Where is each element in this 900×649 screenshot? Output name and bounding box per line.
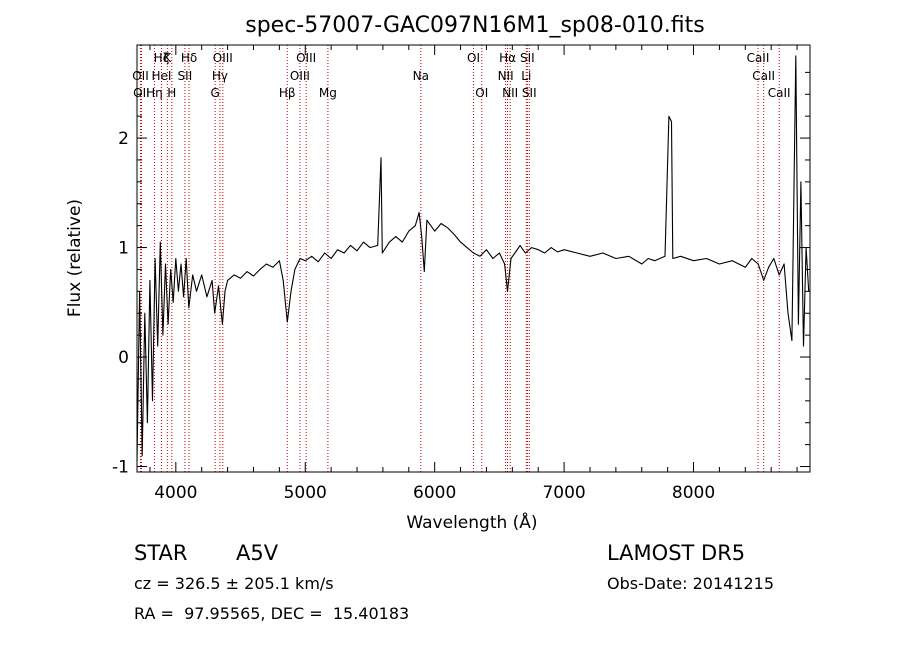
y-tick-label: 1 [118, 239, 129, 259]
spectral-line-label: OII [132, 69, 149, 83]
spectral-line-label: OIII [213, 51, 233, 65]
spectral-line-label: Li [521, 69, 531, 83]
x-tick-label: 7000 [542, 483, 585, 503]
spectral-line-label: Hδ [181, 51, 197, 65]
line-labels: OIIOIIHηHζKHeIHSIIHδGHγOIIIHβOIIIOIIIMgN… [132, 51, 790, 100]
spectral-line-label: OI [467, 51, 480, 65]
spectral-line-label: OIII [290, 69, 310, 83]
x-tick-label: 5000 [284, 483, 327, 503]
x-axis-label: Wavelength (Å) [406, 511, 537, 533]
spectral-line-label: CaII [768, 86, 791, 100]
y-tick-label: 0 [118, 348, 129, 368]
spectral-line-label: Hα [499, 51, 516, 65]
spectrum-line [136, 55, 810, 462]
spectral-line-label: K [163, 51, 172, 65]
plot-frame [136, 44, 811, 473]
spectral-line-label: Hβ [279, 86, 296, 100]
y-tick-label: -1 [112, 458, 129, 478]
spectral-line-label: SII [520, 51, 535, 65]
spectral-line-label: G [211, 86, 220, 100]
spectral-line-label: OII [133, 86, 150, 100]
spectral-line-label: Mg [319, 86, 337, 100]
spectral-line-label: Hζ [154, 51, 170, 65]
spectrum-series [136, 55, 810, 462]
y-tick-label: 2 [118, 129, 129, 149]
spectral-line-label: CaII [747, 51, 770, 65]
spectral-line-label: HeI [151, 69, 171, 83]
redshift-velocity: cz = 326.5 ± 205.1 km/s [134, 574, 334, 593]
spectral-line-label: H [167, 86, 176, 100]
spectral-line-label: SII [522, 86, 537, 100]
spectral-line-label: NII [498, 69, 514, 83]
spectral-line-label: Hη [146, 86, 163, 100]
spectral-line-label: SII [178, 69, 193, 83]
survey-name: LAMOST DR5 [607, 541, 746, 565]
x-tick-label: 6000 [413, 483, 456, 503]
spectral-line-label: CaII [752, 69, 775, 83]
spectral-line-label: Hγ [212, 69, 228, 83]
x-tick-label: 4000 [154, 483, 197, 503]
observation-date: Obs-Date: 20141215 [607, 574, 775, 593]
coordinates: RA = 97.95565, DEC = 15.40183 [134, 604, 410, 623]
axis-ticks: 4000 5000 6000 7000 8000 -1 0 1 2 [112, 45, 810, 503]
spectral-line-label: OI [475, 86, 488, 100]
spectral-line-label: NII [502, 86, 518, 100]
object-subclass: A5V [236, 541, 279, 565]
y-axis-label: Flux (relative) [65, 199, 85, 317]
spectral-line-label: OIII [296, 51, 316, 65]
spectral-line-markers [139, 45, 780, 472]
spectral-line-label: Na [413, 69, 429, 83]
object-class: STAR [134, 541, 188, 565]
chart-title: spec-57007-GAC097N16M1_sp08-010.fits [245, 13, 705, 38]
x-tick-label: 8000 [672, 483, 715, 503]
